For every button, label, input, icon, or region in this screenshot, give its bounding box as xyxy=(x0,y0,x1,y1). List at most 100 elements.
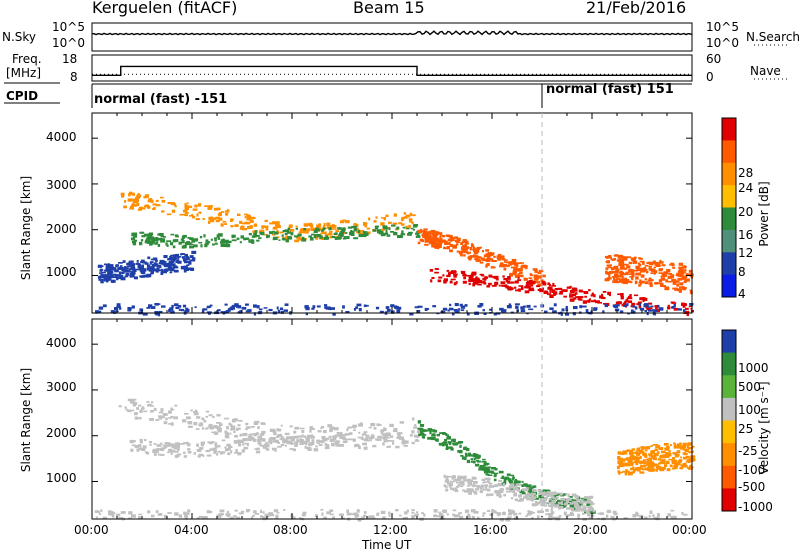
panel-0-band-3-cell xyxy=(438,240,444,244)
panel-1-band-1-cell xyxy=(234,441,240,444)
panel-1-band-4-cell xyxy=(684,452,688,456)
panel-0-band-0-cell xyxy=(272,221,277,225)
panel-0-band-1-cell xyxy=(340,234,344,237)
panel-0-band-2-cell xyxy=(142,274,146,278)
panel-0-band-5-cell xyxy=(621,277,625,281)
panel-0-band-3-cell xyxy=(460,241,464,246)
panel-0-band-0-cell xyxy=(354,224,359,228)
panel-1-band-5-cell xyxy=(411,509,415,511)
panel-1-band-1-cell xyxy=(344,433,350,436)
panel-1-band-5-cell xyxy=(402,517,407,519)
panel-1-band-5-cell xyxy=(367,515,372,519)
panel-1-band-0-cell xyxy=(360,422,363,424)
panel-0-band-1-cell xyxy=(284,232,288,235)
panel-0-band-6-cell xyxy=(630,310,636,314)
power-cbar-tick-2: 20 xyxy=(738,205,754,219)
velocity-cbar-tick-5: -100 xyxy=(738,463,766,477)
panel-0-band-1-cell xyxy=(227,240,232,244)
panel-1-band-2-cell xyxy=(580,497,584,500)
panel-0-band-6-cell xyxy=(331,307,335,310)
panel-0-band-6-cell xyxy=(565,305,568,309)
panel-0-band-6-cell xyxy=(234,303,239,307)
panel-1-band-4-cell xyxy=(633,468,637,472)
panel-0-band-5-cell xyxy=(672,287,676,290)
panel-1-band-4-cell xyxy=(663,443,669,446)
panel-1-band-4-cell xyxy=(669,464,673,468)
panel-1-band-3-cell xyxy=(517,499,522,502)
panel-0-band-1-cell xyxy=(319,235,323,239)
panel-1-band-0-cell xyxy=(237,424,241,427)
panel-1-band-1-cell xyxy=(409,434,413,437)
panel-1-band-4-cell xyxy=(617,465,620,470)
panel-1-band-1-cell xyxy=(220,451,226,454)
panel-0-band-2-cell xyxy=(163,264,168,268)
panel-1-band-1-cell xyxy=(243,447,247,450)
panel-1-band-1-cell xyxy=(187,451,192,454)
panel-1-band-1-cell xyxy=(257,442,262,445)
panel-0-band-0-cell xyxy=(363,222,367,226)
panel-1-band-1-cell xyxy=(396,436,401,439)
panel-1-band-2-cell xyxy=(542,489,547,492)
panel-0-band-6-cell xyxy=(304,305,309,309)
panel-0-band-5-cell xyxy=(634,256,637,260)
panel-1-band-5-cell xyxy=(653,517,658,520)
panel-0-band-4-cell xyxy=(552,290,556,295)
panel-1-band-4-cell xyxy=(686,466,690,469)
panel-1-band-1-cell xyxy=(328,435,331,438)
panel-1-band-5-cell xyxy=(273,509,279,513)
panel-1-band-5-cell xyxy=(179,514,182,518)
panel-0-band-5-cell xyxy=(671,263,675,267)
power-ytick-3000: 3000 xyxy=(46,178,77,192)
panel-0-band-5-cell xyxy=(689,290,693,295)
x-axis-title: Time UT xyxy=(362,538,412,552)
panel-1-band-3-cell xyxy=(550,506,554,509)
panel-0-band-6-cell xyxy=(528,308,534,311)
panel-0-band-6-cell xyxy=(111,310,116,314)
panel-0-band-3-cell xyxy=(434,243,438,247)
panel-0-band-0-cell xyxy=(221,211,225,213)
panel-1-band-0-cell xyxy=(225,432,229,436)
panel-0-band-6-cell xyxy=(638,303,641,307)
panel-0-band-1-cell xyxy=(212,243,215,246)
panel-1-band-5-cell xyxy=(670,515,676,519)
panel-1-band-0-cell xyxy=(257,426,260,429)
xtick-6: 00:00 xyxy=(672,523,707,537)
panel-0-band-5-cell xyxy=(623,256,626,260)
panel-0-band-6-cell xyxy=(209,304,213,307)
panel-0-band-6-cell xyxy=(677,308,682,311)
panel-1-band-5-cell xyxy=(111,512,116,515)
panel-1-band-5-cell xyxy=(588,516,591,519)
panel-1-band-5-cell xyxy=(585,509,588,512)
panel-1-band-3-cell xyxy=(444,479,450,483)
panel-0-band-2-cell xyxy=(136,268,141,271)
panel-0-band-5-cell xyxy=(607,266,612,269)
panel-0-band-1-cell xyxy=(406,227,410,230)
panel-1-band-0-cell xyxy=(124,406,127,409)
panel-1-band-4-cell xyxy=(618,464,624,468)
panel-1-band-1-cell xyxy=(167,444,171,447)
panel-1-band-2-cell xyxy=(446,445,449,448)
panel-1-band-5-cell xyxy=(433,509,438,513)
panel-1-band-0-cell xyxy=(213,432,219,435)
panel-1-band-1-cell xyxy=(299,443,304,446)
panel-1-band-3-cell xyxy=(496,493,501,497)
panel-0-band-4-cell xyxy=(601,293,603,296)
panel-1-band-5-cell xyxy=(98,513,102,515)
panel-1-band-2-cell xyxy=(482,458,486,461)
panel-1-band-4-cell xyxy=(648,458,652,462)
panel-1-band-3-cell xyxy=(560,507,564,509)
panel-0-band-6-cell xyxy=(131,305,135,309)
panel-0-band-3-cell xyxy=(477,256,482,259)
panel-1-band-0-cell xyxy=(299,427,305,430)
panel-0-band-5-cell xyxy=(608,257,612,259)
panel-0-band-6-cell xyxy=(644,303,648,305)
panel-1-band-0-cell xyxy=(168,417,172,419)
panel-0-band-5-cell xyxy=(631,273,635,276)
panel-1-band-3-cell xyxy=(576,498,581,502)
panel-0-band-1-cell xyxy=(388,227,391,231)
panel-1-band-1-cell xyxy=(299,438,302,442)
panel-0-band-1-cell xyxy=(342,227,346,231)
panel-0-band-0-cell xyxy=(152,203,158,206)
panel-0-band-2-cell xyxy=(161,268,164,272)
panel-1-band-0-cell xyxy=(196,416,201,419)
